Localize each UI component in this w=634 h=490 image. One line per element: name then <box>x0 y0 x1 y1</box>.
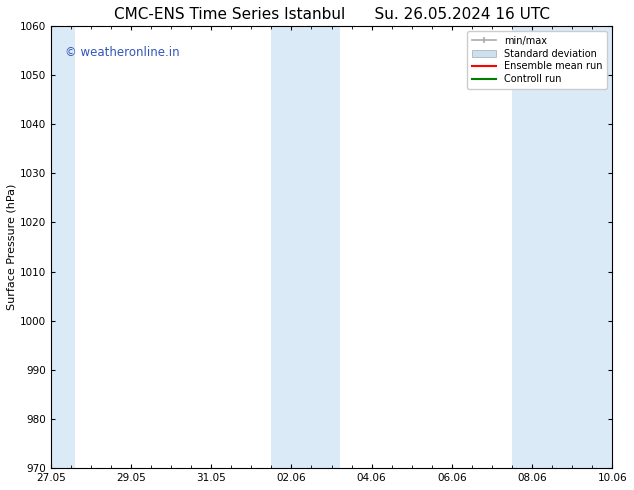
Text: © weatheronline.in: © weatheronline.in <box>65 46 179 59</box>
Bar <box>512 26 612 468</box>
Bar <box>51 26 75 468</box>
Y-axis label: Surface Pressure (hPa): Surface Pressure (hPa) <box>7 184 17 310</box>
Title: CMC-ENS Time Series Istanbul      Su. 26.05.2024 16 UTC: CMC-ENS Time Series Istanbul Su. 26.05.2… <box>113 7 550 22</box>
Legend: min/max, Standard deviation, Ensemble mean run, Controll run: min/max, Standard deviation, Ensemble me… <box>467 31 607 89</box>
Bar <box>271 26 340 468</box>
